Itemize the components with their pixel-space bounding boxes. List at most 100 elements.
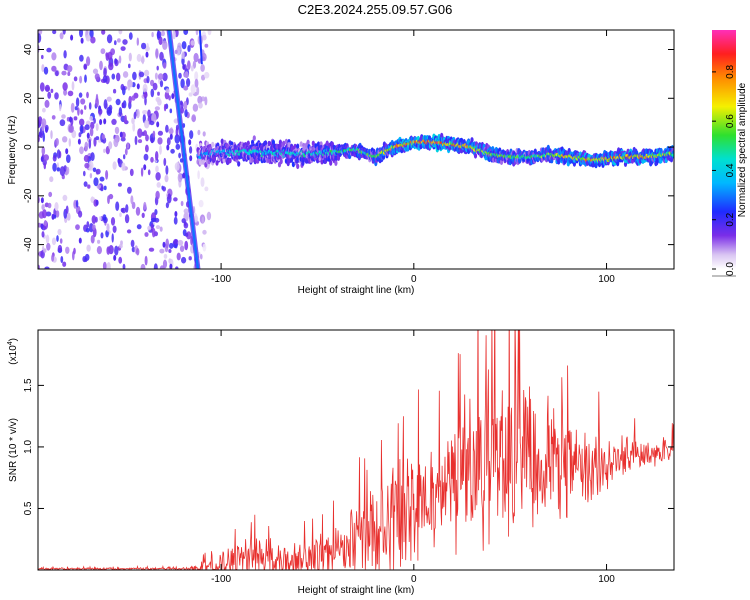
noise-cell [45, 211, 52, 217]
noise-cell [174, 162, 180, 171]
noise-cell [43, 66, 49, 75]
ridge-halo-cell [311, 140, 315, 147]
noise-cell [42, 132, 45, 143]
snr-scale-base: (x10 [8, 345, 19, 365]
noise-cell [202, 131, 206, 137]
noise-cell [166, 137, 171, 146]
y-tick-label: 0 [23, 144, 34, 150]
noise-cell [66, 117, 70, 122]
noise-cell [52, 30, 57, 35]
noise-cell [66, 166, 70, 175]
noise-cell [136, 53, 142, 62]
spectrogram-xlabel: Height of straight line (km) [298, 285, 415, 296]
noise-cell [90, 36, 96, 44]
noise-cell [106, 262, 111, 269]
noise-cell [181, 256, 187, 264]
noise-cell [83, 154, 89, 163]
noise-cell [119, 131, 123, 138]
noise-cell [89, 173, 93, 179]
noise-cell [143, 201, 147, 210]
noise-cell [124, 148, 128, 156]
noise-cell [164, 174, 169, 183]
noise-cell [56, 235, 59, 242]
noise-cell [141, 42, 147, 50]
noise-cell [198, 102, 203, 109]
noise-cell [47, 202, 52, 209]
noise-cell [174, 118, 179, 123]
noise-cell [204, 96, 208, 106]
noise-cell [114, 245, 119, 256]
streak-line [167, 30, 200, 269]
noise-cell [183, 85, 189, 91]
noise-cell [150, 88, 155, 98]
noise-cell [92, 68, 99, 75]
noise-cell [46, 47, 52, 53]
noise-cell [157, 73, 164, 80]
spectrogram-panel: -100 0 100 -40 -20 0 20 40 Height of straight l… [7, 29, 675, 296]
ridge-halo-cell [211, 141, 215, 148]
noise-cell [189, 130, 194, 140]
ridge-halo-cell [572, 161, 577, 167]
ridge-halo-cell [334, 160, 338, 166]
noise-cell [113, 88, 117, 94]
noise-cell [106, 246, 111, 255]
noise-cell [171, 93, 175, 100]
noise-cell [59, 32, 64, 40]
noise-cell [38, 33, 42, 43]
noise-cell [144, 119, 150, 129]
noise-cell [83, 170, 86, 177]
noise-cell [63, 89, 68, 96]
noise-cell [99, 60, 103, 71]
noise-cell [114, 126, 120, 135]
noise-cell [200, 64, 205, 72]
noise-cell [77, 107, 80, 116]
noise-cell [183, 208, 189, 214]
noise-cell [151, 227, 156, 238]
colorbar-tick-label: 0.4 [725, 163, 736, 177]
noise-cell [100, 232, 104, 239]
snr-marks [38, 330, 674, 570]
noise-cell [55, 70, 59, 77]
noise-cell [178, 152, 182, 159]
noise-cell [182, 63, 186, 70]
noise-cell [200, 177, 205, 188]
noise-cell [41, 118, 47, 128]
noise-cell [102, 261, 107, 269]
noise-cell [153, 263, 158, 269]
noise-cell [157, 137, 163, 145]
noise-cell [172, 30, 176, 40]
noise-cell [95, 199, 99, 206]
noise-cell [178, 174, 182, 179]
noise-cell [179, 245, 185, 252]
noise-cell [98, 216, 102, 221]
noise-cell [111, 118, 117, 125]
noise-cell [84, 124, 90, 131]
noise-cell [162, 241, 166, 248]
noise-cell [41, 204, 45, 211]
noise-cell [78, 132, 82, 138]
noise-cell [121, 102, 125, 109]
chart-title: C2E3.2024.255.09.57.G06 [297, 2, 453, 17]
noise-cell [204, 71, 210, 79]
noise-cell [112, 161, 117, 170]
noise-cell [96, 246, 102, 255]
noise-cell [123, 154, 126, 160]
noise-cell [77, 138, 81, 145]
noise-cell [154, 106, 160, 111]
noise-cell [169, 242, 174, 249]
noise-cell [83, 64, 87, 70]
noise-cell [197, 129, 201, 136]
noise-cell [79, 30, 83, 38]
noise-cell [86, 132, 90, 139]
noise-cell [50, 88, 54, 93]
noise-cell [90, 234, 95, 244]
noise-cell [190, 40, 195, 46]
y-tick-label: 1.0 [23, 440, 34, 454]
snr-scale-exponent: 4 [7, 341, 14, 345]
noise-cell [200, 253, 203, 260]
ridge-halo-cell [299, 141, 303, 147]
noise-cell [152, 130, 156, 138]
ridge-halo-cell [237, 161, 241, 167]
noise-cell [197, 58, 201, 64]
noise-cell [112, 225, 117, 233]
